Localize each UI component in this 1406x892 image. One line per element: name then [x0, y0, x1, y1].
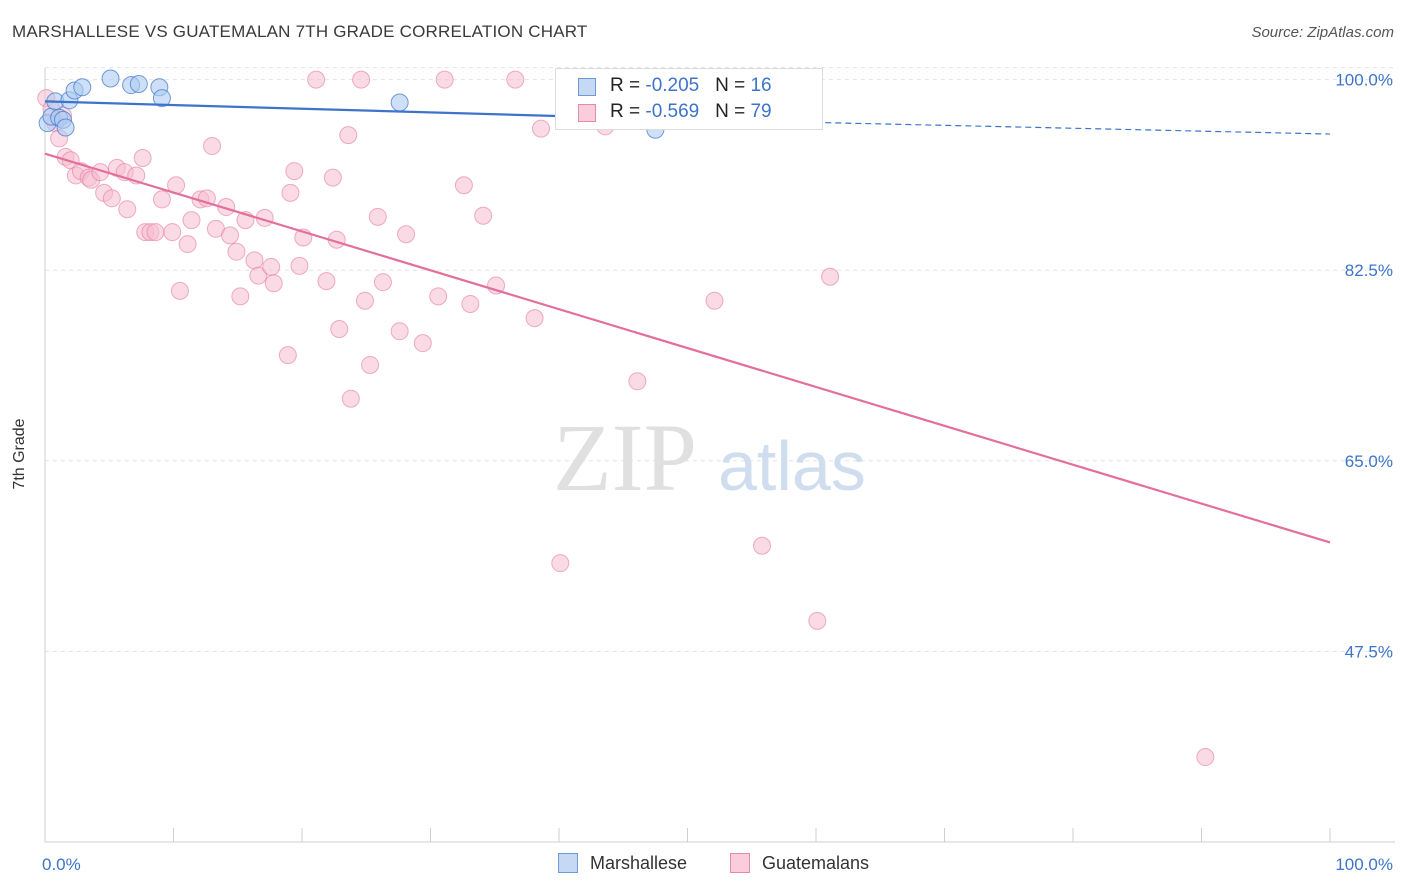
guatemalan-point: [118, 200, 137, 219]
guatemalan-point: [227, 242, 246, 261]
guatemalan-point: [330, 320, 349, 339]
guatemalan-trend-line: [44, 152, 1331, 544]
guatemalan-point: [628, 372, 647, 391]
watermark-zip: ZIP: [553, 404, 697, 511]
guatemalan-point: [532, 119, 551, 138]
guatemalan-point: [221, 226, 240, 245]
guatemalan-point: [808, 611, 827, 630]
marshallese-point: [152, 89, 171, 108]
marshallese-swatch: [578, 78, 596, 96]
legend-label: Guatemalans: [762, 853, 870, 873]
guatemalan-point: [551, 554, 570, 573]
guatemalan-point: [429, 287, 448, 306]
x-tick-label: 100.0%: [1335, 855, 1393, 874]
guatemalan-point: [262, 257, 281, 276]
guatemalan-point: [506, 70, 525, 89]
guatemalan-point: [352, 70, 371, 89]
stats-legend: R = -0.205 N = 16 R = -0.569 N = 79: [555, 68, 823, 130]
n-value: 16: [750, 75, 772, 96]
guatemalan-point: [281, 183, 300, 202]
guatemalan-point: [461, 294, 480, 313]
guatemalan-swatch: [730, 853, 750, 873]
marshallese-point: [129, 74, 148, 93]
guatemalan-point: [317, 272, 336, 291]
guatemalan-point: [307, 70, 326, 89]
guatemalan-point: [705, 291, 724, 310]
marshallese-points: [38, 69, 665, 139]
guatemalan-point: [278, 346, 297, 365]
guatemalan-point: [290, 256, 309, 275]
guatemalan-point: [341, 389, 360, 408]
axes: [44, 68, 1395, 843]
guatemalan-point: [373, 273, 392, 292]
guatemalan-point: [152, 190, 171, 209]
guatemalan-point: [368, 207, 387, 226]
guatemalan-point: [474, 206, 493, 225]
guatemalan-point: [390, 322, 409, 341]
watermark: ZIP atlas: [553, 404, 866, 511]
guatemalan-point: [753, 536, 772, 555]
guatemalan-point: [231, 287, 250, 306]
guatemalan-point: [1196, 748, 1215, 767]
legend-text: R = -0.205 N = 16: [610, 75, 772, 96]
y-tick-label: 47.5%: [1345, 642, 1393, 661]
guatemalan-point: [397, 225, 416, 244]
marshallese-point: [390, 93, 409, 112]
guatemalan-point: [245, 251, 264, 270]
guatemalan-point: [435, 70, 454, 89]
guatemalan-point: [146, 223, 165, 242]
guatemalan-point: [197, 189, 216, 208]
y-tick-label: 100.0%: [1335, 71, 1393, 90]
guatemalan-swatch: [578, 104, 596, 122]
r-value: -0.569: [645, 101, 700, 122]
guatemalan-point: [178, 235, 197, 254]
x-tick-label: 0.0%: [42, 855, 81, 874]
guatemalan-point: [525, 309, 544, 328]
legend-label: Marshallese: [590, 853, 688, 873]
guatemalan-point: [182, 211, 201, 230]
guatemalan-point: [264, 274, 283, 293]
marshallese-swatch: [558, 853, 578, 873]
chart-title: MARSHALLESE VS GUATEMALAN 7TH GRADE CORR…: [12, 22, 588, 41]
guatemalan-point: [454, 176, 473, 195]
legend-text: R = -0.569 N = 79: [610, 101, 772, 122]
guatemalan-point: [203, 137, 222, 156]
tick-labels: 47.5% 65.0% 82.5% 100.0% 0.0% 100.0%: [42, 71, 1393, 874]
guatemalan-point: [102, 189, 121, 208]
guatemalan-point: [339, 126, 358, 145]
source-label: Source: ZipAtlas.com: [1251, 24, 1394, 41]
r-value: -0.205: [645, 75, 700, 96]
marshallese-point: [73, 78, 92, 97]
guatemalan-point: [413, 334, 432, 353]
guatemalan-point: [355, 291, 374, 310]
guatemalan-point: [821, 267, 840, 286]
grid-lines: [45, 67, 1395, 652]
marshallese-point: [101, 69, 120, 88]
guatemalan-points: [37, 70, 1215, 767]
marshallese-trend-line: [44, 100, 656, 120]
guatemalan-point: [163, 223, 182, 242]
y-tick-label: 65.0%: [1345, 452, 1393, 471]
guatemalan-point: [133, 149, 152, 168]
n-value: 79: [750, 101, 772, 122]
marshallese-point: [56, 118, 75, 137]
watermark-atlas: atlas: [718, 427, 866, 505]
guatemalan-point: [285, 162, 304, 181]
y-tick-label: 82.5%: [1345, 261, 1393, 280]
guatemalan-point: [361, 355, 380, 374]
guatemalan-point: [170, 281, 189, 300]
guatemalan-point: [249, 266, 268, 285]
guatemalan-point: [323, 168, 342, 187]
